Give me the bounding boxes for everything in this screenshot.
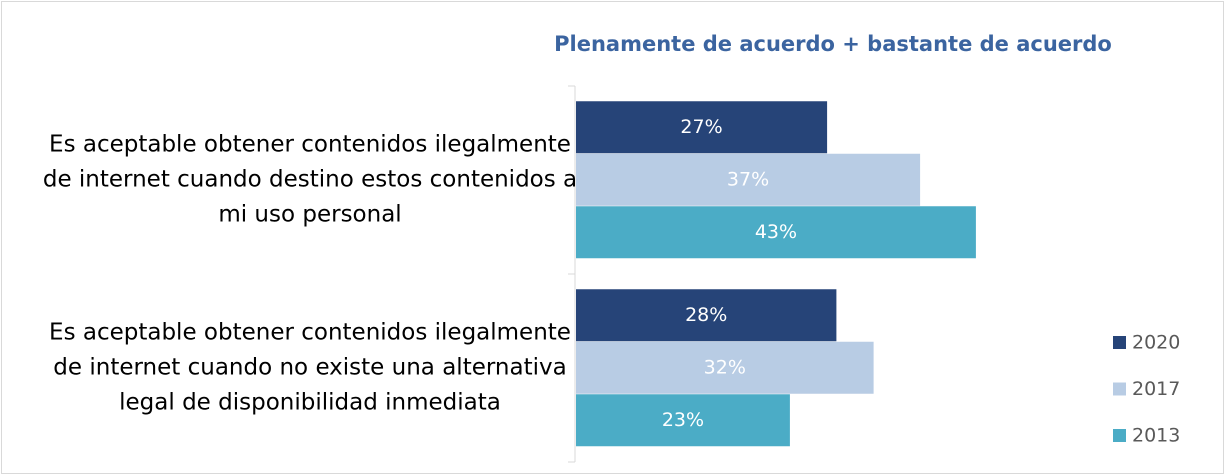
legend-swatch <box>1113 336 1126 349</box>
bar <box>576 289 837 342</box>
data-label: 28% <box>685 304 727 326</box>
data-label: 43% <box>755 221 797 243</box>
data-label: 27% <box>680 116 722 138</box>
bar <box>576 206 976 259</box>
bar <box>576 394 790 447</box>
category-label: Es aceptable obtener contenidos ilegalme… <box>49 319 571 416</box>
legend-swatch <box>1113 429 1126 442</box>
chart-title: Plenamente de acuerdo + bastante de acue… <box>554 32 1112 56</box>
bar <box>576 153 921 206</box>
legend-label: 2020 <box>1132 332 1180 354</box>
legend-swatch <box>1113 382 1126 396</box>
data-label: 37% <box>727 169 769 191</box>
legend-label: 2017 <box>1132 378 1180 400</box>
category-label: Es aceptable obtener contenidos ilegalme… <box>42 131 578 228</box>
bar <box>576 101 828 154</box>
legend-label: 2013 <box>1132 425 1180 447</box>
data-label: 32% <box>704 357 746 379</box>
bar <box>576 341 874 394</box>
data-label: 23% <box>662 409 704 431</box>
